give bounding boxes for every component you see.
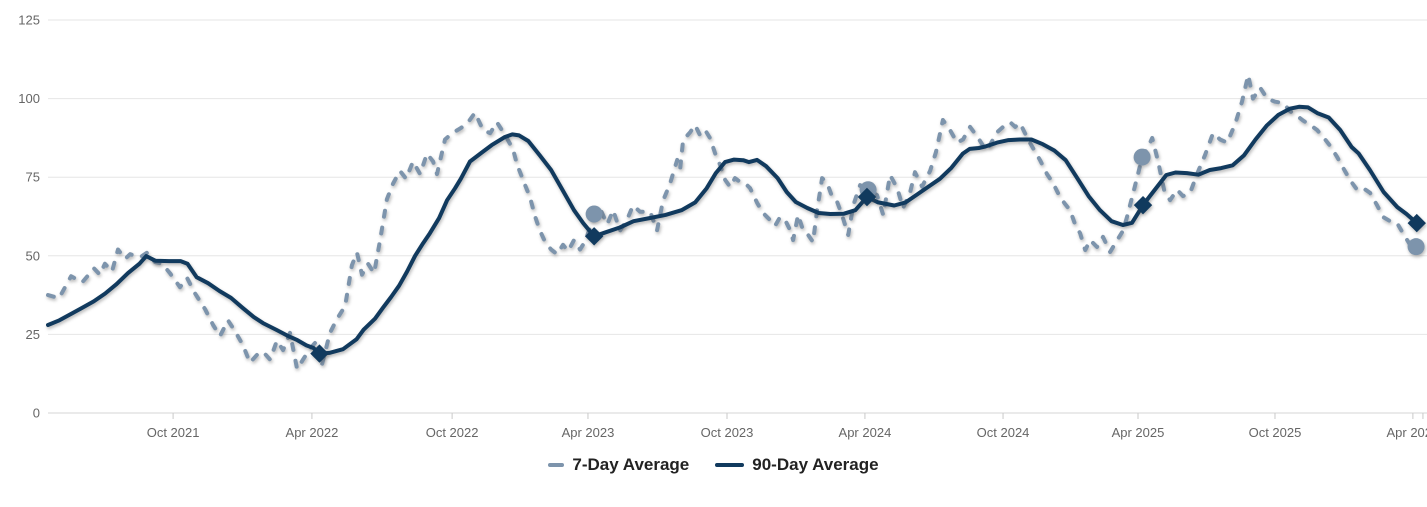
series-line-90-day-average[interactable]: [46, 104, 1419, 356]
legend-label-7-day-average: 7-Day Average: [572, 455, 690, 474]
x-axis-tick-label: Apr 2025: [1112, 425, 1165, 440]
marker-diamond-90-day-average[interactable]: [584, 227, 604, 246]
y-axis-tick-label: 25: [26, 327, 40, 342]
x-axis-tick-label: Apr 2023: [562, 425, 615, 440]
marker-diamond-90-day-average[interactable]: [857, 187, 877, 207]
y-axis-tick-label: 125: [18, 13, 40, 28]
marker-diamond-90-day-average[interactable]: [310, 344, 329, 363]
x-axis-tick-label: Oct 2021: [147, 425, 200, 440]
marker-circle-7-day-average[interactable]: [585, 205, 603, 223]
x-axis-tick-label: Oct 2024: [977, 425, 1030, 440]
marker-diamond-90-day-average[interactable]: [1407, 213, 1426, 233]
x-axis-tick-label: Oct 2022: [426, 425, 479, 440]
90-day-average-line-swatch-icon: [715, 463, 745, 467]
marker-circle-7-day-average[interactable]: [1133, 148, 1151, 166]
chart-legend: 7-Day Average 90-Day Average: [0, 455, 1427, 475]
7-day-average-line-swatch-icon: [548, 463, 565, 467]
marker-circle-7-day-average[interactable]: [1407, 238, 1425, 256]
x-axis-tick-label: Oct 2023: [701, 425, 754, 440]
x-axis-tick-label: Apr 2026: [1386, 425, 1427, 440]
legend-item-90-day-average[interactable]: 90-Day Average: [715, 455, 879, 475]
trend-chart-svg: 0 25 50 75 100 125 Oct 2021 Apr 2022 Oct 2022 Apr…: [18, 13, 1427, 440]
x-axis-tick-label: Apr 2022: [286, 425, 339, 440]
series-line-7-day-average[interactable]: [46, 73, 1419, 371]
x-axis-tick-label: Oct 2025: [1249, 425, 1302, 440]
legend-item-7-day-average[interactable]: 7-Day Average: [548, 455, 689, 475]
x-axis-tick-label: Apr 2024: [839, 425, 892, 440]
y-axis-tick-label: 50: [26, 248, 40, 263]
y-axis-tick-label: 0: [33, 406, 40, 421]
y-axis-tick-label: 100: [18, 91, 40, 106]
legend-label-90-day-average: 90-Day Average: [752, 455, 879, 474]
marker-diamond-90-day-average[interactable]: [1133, 195, 1153, 215]
y-axis-tick-label: 75: [26, 170, 40, 185]
